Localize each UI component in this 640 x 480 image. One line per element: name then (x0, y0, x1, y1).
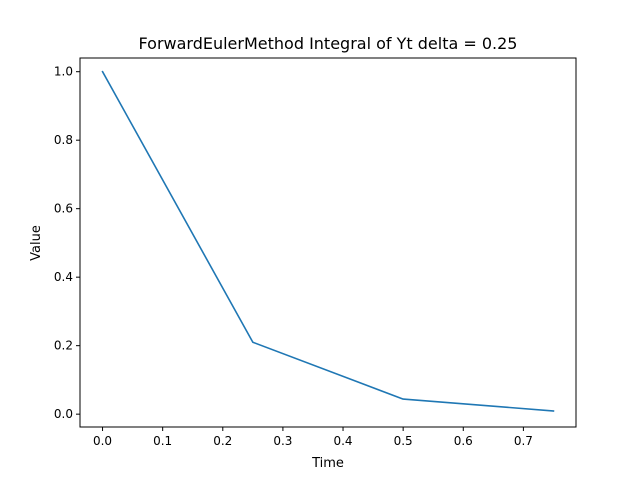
x-tick-label: 0.2 (213, 434, 232, 448)
x-tick-label: 0.6 (454, 434, 473, 448)
x-tick-label: 0.5 (394, 434, 413, 448)
y-tick-label: 1.0 (54, 65, 73, 79)
y-tick-label: 0.0 (54, 407, 73, 421)
y-tick-label: 0.2 (54, 339, 73, 353)
x-tick-label: 0.0 (93, 434, 112, 448)
series-line (101, 70, 555, 412)
y-tick-label: 0.6 (54, 202, 73, 216)
series-layer (101, 70, 555, 412)
plot-frame (79, 57, 577, 428)
y-axis-label: Value (29, 225, 44, 261)
x-axis: 0.0 0.1 0.2 0.3 0.4 0.5 0.6 0.7 (93, 427, 533, 448)
y-tick-label: 0.8 (54, 133, 73, 147)
y-axis: 0.0 0.2 0.4 0.6 0.8 1.0 (54, 65, 80, 421)
x-tick-label: 0.4 (333, 434, 352, 448)
chart-title: ForwardEulerMethod Integral of Yt delta … (139, 34, 518, 53)
x-axis-label: Time (311, 456, 344, 471)
x-tick-label: 0.1 (153, 434, 172, 448)
x-tick-label: 0.7 (514, 434, 533, 448)
x-tick-label: 0.3 (273, 434, 292, 448)
y-tick-label: 0.4 (54, 270, 73, 284)
